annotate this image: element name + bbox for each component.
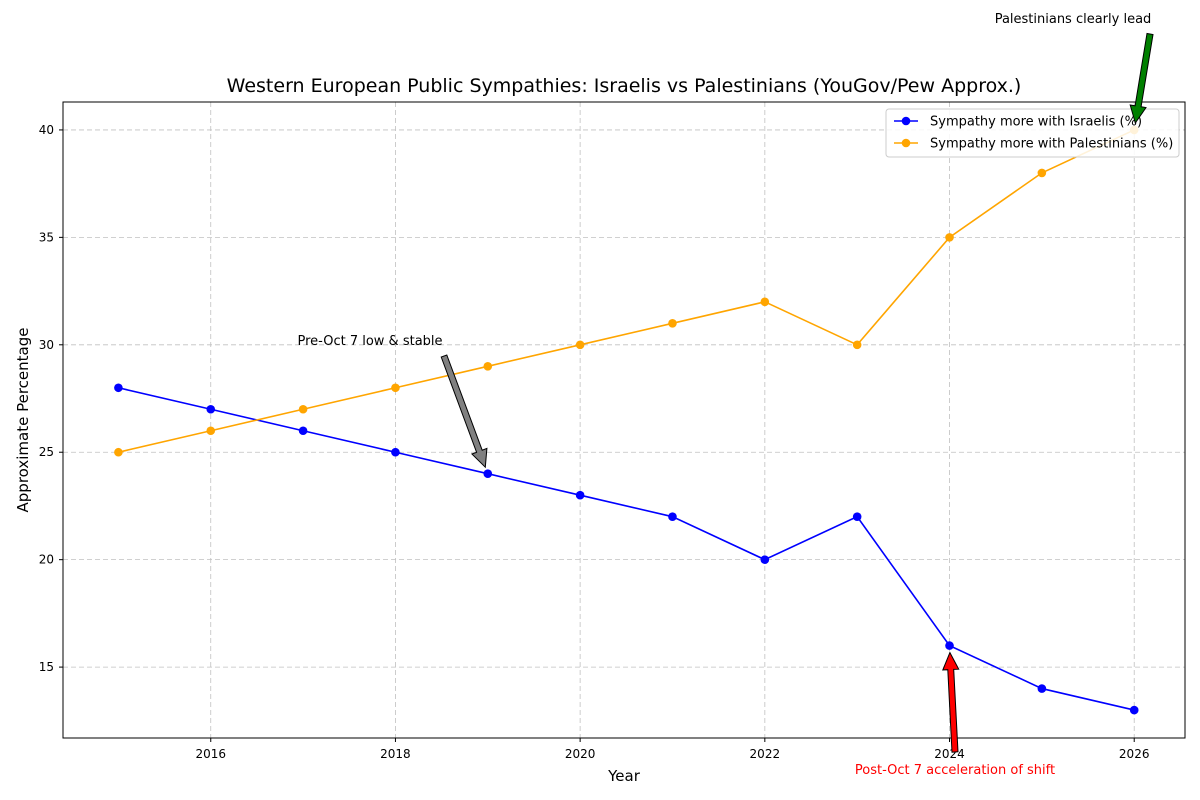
- data-point: [298, 404, 308, 414]
- x-tick-label: 2026: [1119, 747, 1150, 761]
- data-point: [483, 361, 493, 371]
- data-point: [760, 297, 770, 307]
- annotation-label: Palestinians clearly lead: [995, 12, 1152, 27]
- legend-swatch-marker: [901, 116, 911, 126]
- legend-entry-label: Sympathy more with Israelis (%): [930, 115, 1142, 130]
- legend-swatch-marker: [901, 138, 911, 148]
- data-point: [852, 512, 862, 521]
- legend-box: [885, 108, 1180, 158]
- data-point: [852, 340, 862, 350]
- series-line-2: [118, 129, 1135, 454]
- data-point: [575, 490, 585, 500]
- plot-frame: [62, 101, 1186, 739]
- series-line-1: [118, 386, 1135, 711]
- annotation-arrow: [942, 651, 960, 753]
- data-point: [206, 404, 216, 414]
- data-point: [391, 447, 400, 457]
- y-tick-label: 40: [39, 123, 54, 137]
- x-tick-label: 2022: [750, 747, 781, 761]
- series-lines: [114, 125, 1139, 715]
- data-point: [483, 469, 493, 479]
- grid-lines: [63, 102, 1185, 738]
- data-point: [206, 426, 216, 436]
- data-point: [575, 340, 585, 350]
- data-point: [945, 641, 954, 650]
- y-tick-label: 30: [39, 338, 54, 352]
- annotations: Pre-Oct 7 low & stable Post-Oct 7 acceler…: [297, 12, 1154, 778]
- legend: Sympathy more with Israelis (%) Sympathy …: [885, 108, 1180, 158]
- data-point: [298, 426, 308, 436]
- y-tick-label: 35: [39, 230, 54, 244]
- axis-ticks: 2016 2018 2020 2022 2024 2026 15 20 25 30 35 40: [39, 123, 1150, 761]
- annotation-label: Pre-Oct 7 low & stable: [297, 334, 442, 349]
- annotation-arrow: [1129, 32, 1154, 125]
- annotation-label: Post-Oct 7 acceleration of shift: [855, 763, 1055, 778]
- data-point: [391, 383, 400, 393]
- data-point: [668, 319, 677, 328]
- annotation-arrow: [440, 354, 488, 469]
- x-tick-label: 2016: [195, 747, 226, 761]
- data-point: [1037, 684, 1047, 693]
- data-point: [1129, 705, 1139, 715]
- y-tick-label: 25: [39, 445, 54, 459]
- y-axis-title: Approximate Percentage: [14, 328, 32, 513]
- x-tick-label: 2020: [565, 747, 596, 761]
- data-point: [114, 383, 123, 393]
- x-axis-title: Year: [607, 767, 641, 785]
- data-point: [1037, 168, 1047, 178]
- y-tick-label: 20: [39, 553, 54, 567]
- data-point: [114, 447, 123, 457]
- chart-title: Western European Public Sympathies: Isra…: [227, 75, 1022, 97]
- legend-entry-label: Sympathy more with Palestinians (%): [930, 137, 1173, 152]
- data-point: [945, 233, 954, 242]
- x-tick-label: 2018: [380, 747, 411, 761]
- y-tick-label: 15: [39, 660, 54, 674]
- x-tick-label: 2024: [934, 747, 965, 761]
- data-point: [760, 555, 770, 564]
- data-point: [668, 512, 677, 521]
